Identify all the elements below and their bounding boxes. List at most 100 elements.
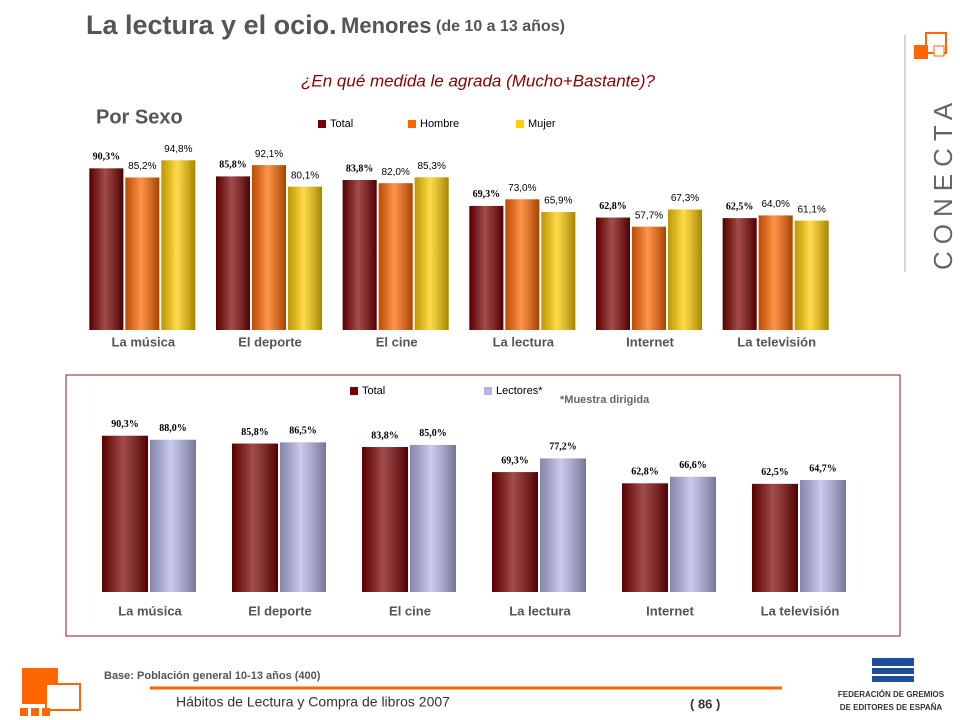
logo-text: CONECTA <box>928 96 958 270</box>
bar-shine <box>378 183 413 330</box>
bar-shine <box>342 179 377 330</box>
bar-shine <box>632 226 666 330</box>
bar-shine <box>216 176 250 330</box>
data-label: 62,8% <box>599 201 627 212</box>
title-main: La lectura y el ocio. <box>86 10 337 40</box>
data-label: 83,8% <box>371 430 399 441</box>
data-label: 92,1% <box>255 149 283 160</box>
legend-swatch <box>408 120 416 128</box>
data-label: 62,5% <box>761 467 789 478</box>
data-label: 62,5% <box>726 201 754 212</box>
bar-shine <box>668 209 702 330</box>
bar-shine <box>758 215 793 330</box>
data-label: 77,2% <box>549 442 577 453</box>
logo-square <box>933 45 945 57</box>
legend-label: Total <box>362 385 385 397</box>
question: ¿En qué medida le agrada (Mucho+Bastante… <box>301 71 655 90</box>
chart-frame <box>65 374 901 637</box>
bar-shine <box>722 218 757 330</box>
legend-label: Lectores* <box>496 385 543 397</box>
section-label: Por Sexo <box>96 106 183 128</box>
legend-label: Mujer <box>528 118 556 130</box>
data-label: 66,6% <box>679 460 707 471</box>
data-label: 73,0% <box>508 183 536 194</box>
data-label: 64,0% <box>761 199 789 210</box>
data-label: 88,0% <box>159 423 187 434</box>
bar-shine <box>622 483 668 592</box>
legend-swatch <box>516 120 524 128</box>
logo-square <box>914 45 928 59</box>
title-age: (de 10 a 13 años) <box>436 18 565 35</box>
data-label: 90,3% <box>93 152 121 163</box>
bar-shine <box>596 217 630 330</box>
bar-shine <box>232 443 278 592</box>
bar-shine <box>541 212 576 330</box>
data-label: 85,8% <box>219 160 247 171</box>
org-name: DE EDITORES DE ESPAÑA <box>840 703 943 712</box>
x-tick-label: El deporte <box>248 603 312 618</box>
data-label: 69,3% <box>473 189 501 200</box>
data-label: 69,3% <box>501 455 529 466</box>
note: *Muestra dirigida <box>560 394 650 406</box>
bar-shine <box>670 476 716 592</box>
bar-shine <box>280 442 326 592</box>
bar-shine <box>800 480 846 592</box>
legend-swatch <box>484 387 492 395</box>
x-tick-label: La televisión <box>737 334 816 349</box>
org-name: FEDERACIÓN DE GREMIOS <box>838 690 945 699</box>
legend-swatch <box>350 387 358 395</box>
bar-shine <box>410 444 456 592</box>
bar-shine <box>414 177 449 330</box>
x-tick-label: El cine <box>389 603 431 618</box>
x-tick-label: El cine <box>376 334 418 349</box>
data-label: 85,8% <box>241 427 269 438</box>
legend-label: Total <box>330 118 353 130</box>
bar-shine <box>89 168 124 330</box>
x-tick-label: Internet <box>626 334 674 349</box>
data-label: 57,7% <box>635 210 663 221</box>
bar-shine <box>505 199 540 330</box>
bar-shine <box>752 483 798 592</box>
data-label: 85,2% <box>128 161 156 172</box>
bar-shine <box>288 186 322 330</box>
data-label: 61,1% <box>797 204 825 215</box>
federacion-logo <box>872 658 914 682</box>
data-label: 82,0% <box>381 167 409 178</box>
bar-shine <box>252 165 286 330</box>
data-label: 83,8% <box>346 163 374 174</box>
data-label: 64,7% <box>809 463 837 474</box>
x-tick-label: La música <box>118 603 182 618</box>
bar-shine <box>102 435 148 592</box>
footer-icon <box>20 668 81 716</box>
footer-text: Hábitos de Lectura y Compra de libros 20… <box>176 694 450 710</box>
x-tick-label: El deporte <box>238 334 302 349</box>
data-label: 86,5% <box>289 426 317 437</box>
data-label: 80,1% <box>291 170 319 181</box>
data-label: 67,3% <box>671 193 699 204</box>
data-label: 94,8% <box>164 144 192 155</box>
x-tick-label: La lectura <box>493 334 555 349</box>
legend-swatch <box>318 120 326 128</box>
data-label: 85,0% <box>419 428 447 439</box>
title: La lectura y el ocio. Menores (de 10 a 1… <box>86 10 565 40</box>
x-tick-label: Internet <box>646 603 694 618</box>
title-sub: Menores <box>341 13 431 38</box>
bar-shine <box>150 439 196 592</box>
bar-shine <box>161 160 196 330</box>
base-note: Base: Población general 10-13 años (400) <box>104 670 321 682</box>
bar-shine <box>362 447 408 592</box>
page-number: ( 86 ) <box>690 696 720 711</box>
legend-label: Hombre <box>420 118 459 130</box>
data-label: 62,8% <box>631 467 659 478</box>
data-label: 90,3% <box>111 419 139 430</box>
bar-shine <box>492 472 538 592</box>
data-label: 85,3% <box>417 161 445 172</box>
x-tick-label: La lectura <box>509 603 571 618</box>
bar-shine <box>540 458 586 592</box>
bar-shine <box>469 205 504 330</box>
bar-shine <box>794 220 829 330</box>
data-label: 65,9% <box>544 196 572 207</box>
x-tick-label: La televisión <box>761 603 840 618</box>
bar-shine <box>125 177 160 330</box>
